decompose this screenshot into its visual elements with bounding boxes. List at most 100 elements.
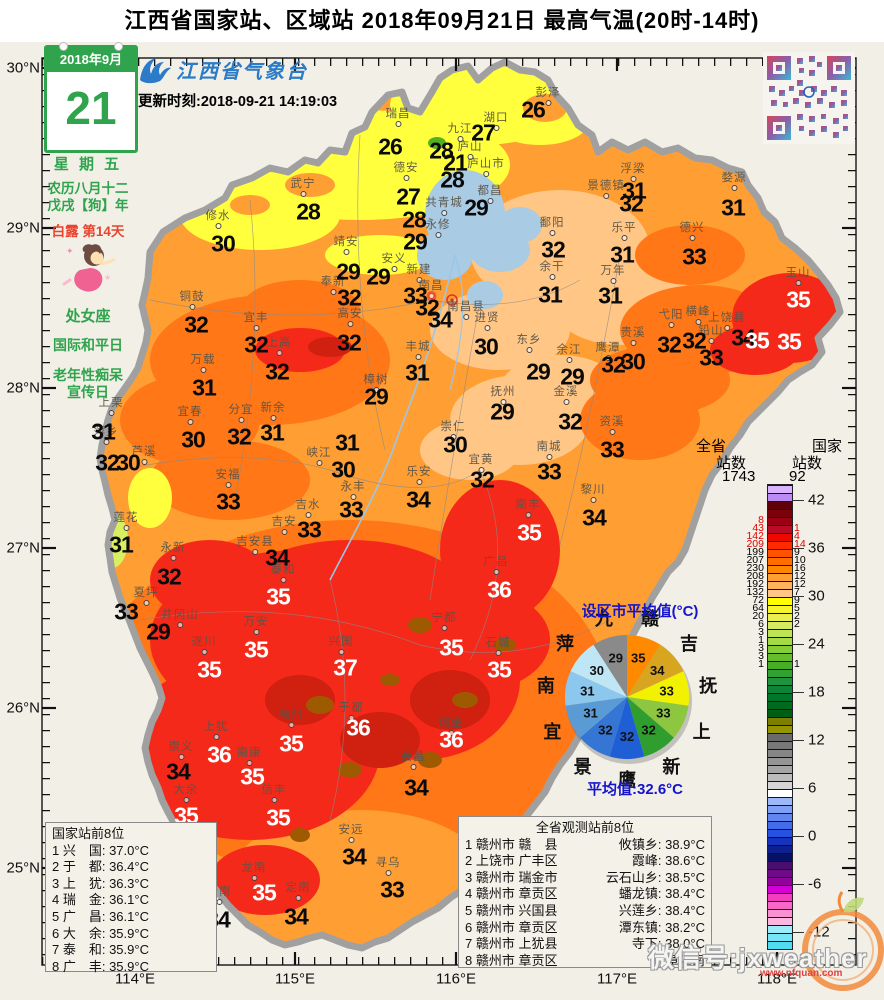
- legend-cell: [768, 597, 792, 605]
- legend-cell: [768, 501, 792, 509]
- province-top8-row-city: 1 赣州市 赣 县: [465, 836, 558, 852]
- legend-cell: [768, 797, 792, 805]
- pie-slice: [593, 635, 627, 697]
- province-top8-row: 5 赣州市 兴国县 兴莲乡: 38.4°C: [465, 903, 705, 920]
- pie-slice: [565, 697, 627, 738]
- pie-slice-value: 35: [631, 651, 645, 666]
- national-top8-row: 3 上 犹: 36.3°C: [52, 875, 149, 891]
- pie-slice-value: 30: [590, 663, 604, 678]
- pie-slice-value: 31: [580, 683, 594, 698]
- legend-cell: [768, 869, 792, 877]
- province-top8-row-city: 6 赣州市 章贡区: [465, 919, 558, 935]
- national-top8-row: 1 兴 国: 37.0°C: [52, 842, 149, 858]
- calendar-observance-2a: 老年性痴呆: [53, 367, 123, 383]
- pie-slice-value: 33: [659, 683, 673, 698]
- legend-colorbar: [767, 484, 793, 950]
- legend-cell: [768, 693, 792, 701]
- legend-cell: [768, 877, 792, 885]
- legend-cell: [768, 757, 792, 765]
- legend-national-header-1: 国家: [812, 438, 843, 455]
- pie-chart-title: 设区市平均值(°C): [581, 603, 699, 620]
- pie-slice: [627, 697, 674, 757]
- county-boundaries: [119, 134, 621, 821]
- legend-cell: [768, 941, 792, 949]
- legend-cell: [768, 581, 792, 589]
- national-top8-row: 7 泰 和: 35.9°C: [52, 942, 149, 958]
- legend-cell: [768, 893, 792, 901]
- calendar-zodiac: 处女座: [65, 308, 111, 325]
- province-top8-row: 1 赣州市 赣 县 攸镇乡: 38.9°C: [465, 837, 705, 854]
- legend-cell: [768, 901, 792, 909]
- pie-slice: [627, 635, 661, 697]
- province-top8-row-city: 7 赣州市 上犹县: [465, 936, 558, 952]
- calendar-day: 21: [65, 82, 117, 134]
- legend-cell: [768, 677, 792, 685]
- legend-all-header-2: 站数: [716, 455, 747, 472]
- legend-cell: [768, 861, 792, 869]
- province-top8-row-city: 2 上饶市 广丰区: [465, 853, 558, 869]
- pie-slice-value: 32: [620, 729, 634, 744]
- page-title: 江西省国家站、区域站 2018年09月21日 最高气温(20时-14时): [0, 0, 884, 42]
- legend-cell: [768, 749, 792, 757]
- legend-cell: [768, 845, 792, 853]
- province-top8-title: 全省观测站前8位: [535, 820, 635, 835]
- legend-cell: [768, 637, 792, 645]
- pie-average-value: 平均值:32.6°C: [586, 781, 684, 798]
- legend-cell: [768, 573, 792, 581]
- calendar-lunar-year: 戊戌【狗】年: [47, 198, 129, 213]
- province-top8-row: 7 赣州市 上犹县 寺下: 38.0°C: [465, 936, 705, 953]
- national-top8-row: 5 广 昌: 36.1°C: [52, 908, 149, 924]
- watermark-url: www.nfquan.com: [760, 968, 843, 979]
- calendar-month: 2018年9月: [47, 42, 135, 72]
- legend-cell: [768, 765, 792, 773]
- province-top8-row-city: 3 赣州市 瑞金市: [465, 869, 558, 885]
- legend-cell: [768, 541, 792, 549]
- province-top8-row-value: 云石山乡: 38.5°C: [605, 869, 705, 885]
- pie-slice: [580, 697, 627, 757]
- legend-cell: [768, 885, 792, 893]
- pie-slice-value: 32: [641, 723, 655, 738]
- province-top8-row-city: 4 赣州市 章贡区: [465, 886, 558, 902]
- national-top8-row: 4 瑞 金: 36.1°C: [52, 892, 149, 908]
- legend-cell: [768, 685, 792, 693]
- pie-slice: [609, 697, 645, 760]
- watermark-wechat: 微信号:jxweather: [648, 943, 868, 973]
- svg-text:★: ★: [104, 273, 111, 282]
- calendar-lunar-date: 农历八月十二: [47, 181, 129, 196]
- svg-text:✦: ✦: [66, 246, 74, 256]
- legend-national-header-2: 站数: [792, 455, 823, 472]
- legend-cell: [768, 917, 792, 925]
- calendar-observance-1: 国际和平日: [53, 337, 123, 353]
- qr-code: [763, 52, 855, 144]
- province-top8-row-city: 5 赣州市 兴国县: [465, 902, 558, 918]
- pie-slice: [627, 671, 690, 706]
- legend-cell: [768, 773, 792, 781]
- legend-cell: [768, 653, 792, 661]
- legend-cell: [768, 613, 792, 621]
- legend-cell: [768, 565, 792, 573]
- pie-slice-value: 31: [583, 706, 597, 721]
- pie-slice: [627, 644, 684, 697]
- legend-cell: [768, 853, 792, 861]
- legend-cell: [768, 717, 792, 725]
- province-top8-row: 4 赣州市 章贡区 蟠龙镇: 38.4°C: [465, 886, 705, 903]
- calendar-weekday: 星 期 五: [53, 156, 123, 173]
- legend-cell: [768, 621, 792, 629]
- legend-cell: [768, 645, 792, 653]
- national-top8-title: 国家站前8位: [52, 826, 125, 841]
- agency-logo: 江西省气象台: [138, 55, 308, 84]
- pie-slice: [564, 671, 627, 706]
- province-top8-table: 全省观测站前8位 1 赣州市 赣 县 攸镇乡: 38.9°C 2 上饶市 广丰区 霞峰…: [458, 816, 712, 968]
- province-top8-row-value: 攸镇乡: 38.9°C: [618, 836, 705, 852]
- calendar-observance-2b: 宣传日: [67, 384, 109, 400]
- legend-cell: [768, 829, 792, 837]
- legend-cell: [768, 525, 792, 533]
- virgo-mascot-illustration: ✦ ★: [62, 244, 116, 292]
- legend-cell: [768, 701, 792, 709]
- legend-cell: [768, 725, 792, 733]
- province-top8-row-value: 兴莲乡: 38.4°C: [618, 902, 705, 918]
- pie-slice-value: 33: [656, 706, 670, 721]
- legend-cell: [768, 925, 792, 933]
- legend-cell: [768, 605, 792, 613]
